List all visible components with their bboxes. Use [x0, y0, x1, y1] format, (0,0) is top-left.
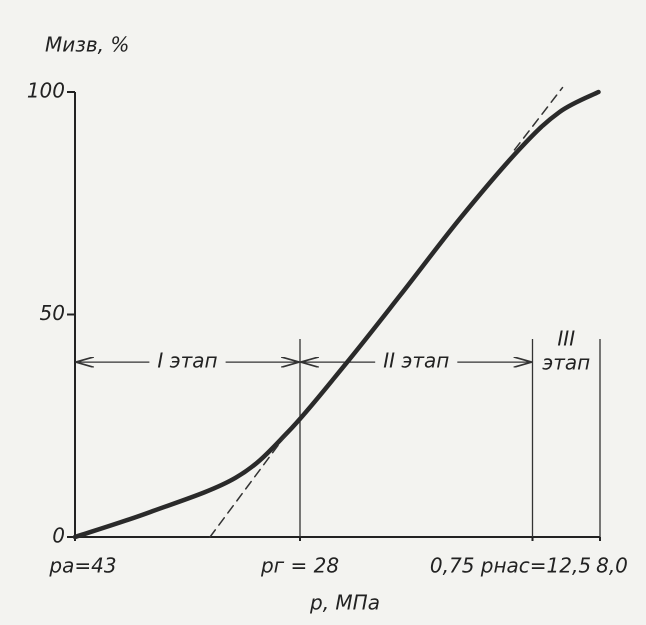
x-tick-label: 8,0 — [596, 554, 628, 578]
y-tick-label: 50 — [40, 301, 65, 325]
stage-label: II этап — [383, 349, 449, 373]
stage-label: I этап — [157, 349, 217, 373]
tangent-line — [209, 431, 289, 538]
y-tick-label: 100 — [27, 79, 65, 103]
x-tick-label: pг = 28 — [260, 554, 339, 578]
x-tick-label: 0,75 pнас=12,5 — [430, 554, 591, 578]
y-tick-label: 0 — [52, 524, 65, 548]
tangent-line — [513, 86, 564, 151]
y-axis-label: Mизв, % — [45, 33, 129, 57]
curve — [72, 89, 601, 540]
x-axis-label: p, МПа — [309, 591, 380, 615]
stage-label: III — [557, 327, 575, 351]
x-tick-label: pа=43 — [48, 554, 116, 578]
stage-label: этап — [542, 351, 590, 375]
